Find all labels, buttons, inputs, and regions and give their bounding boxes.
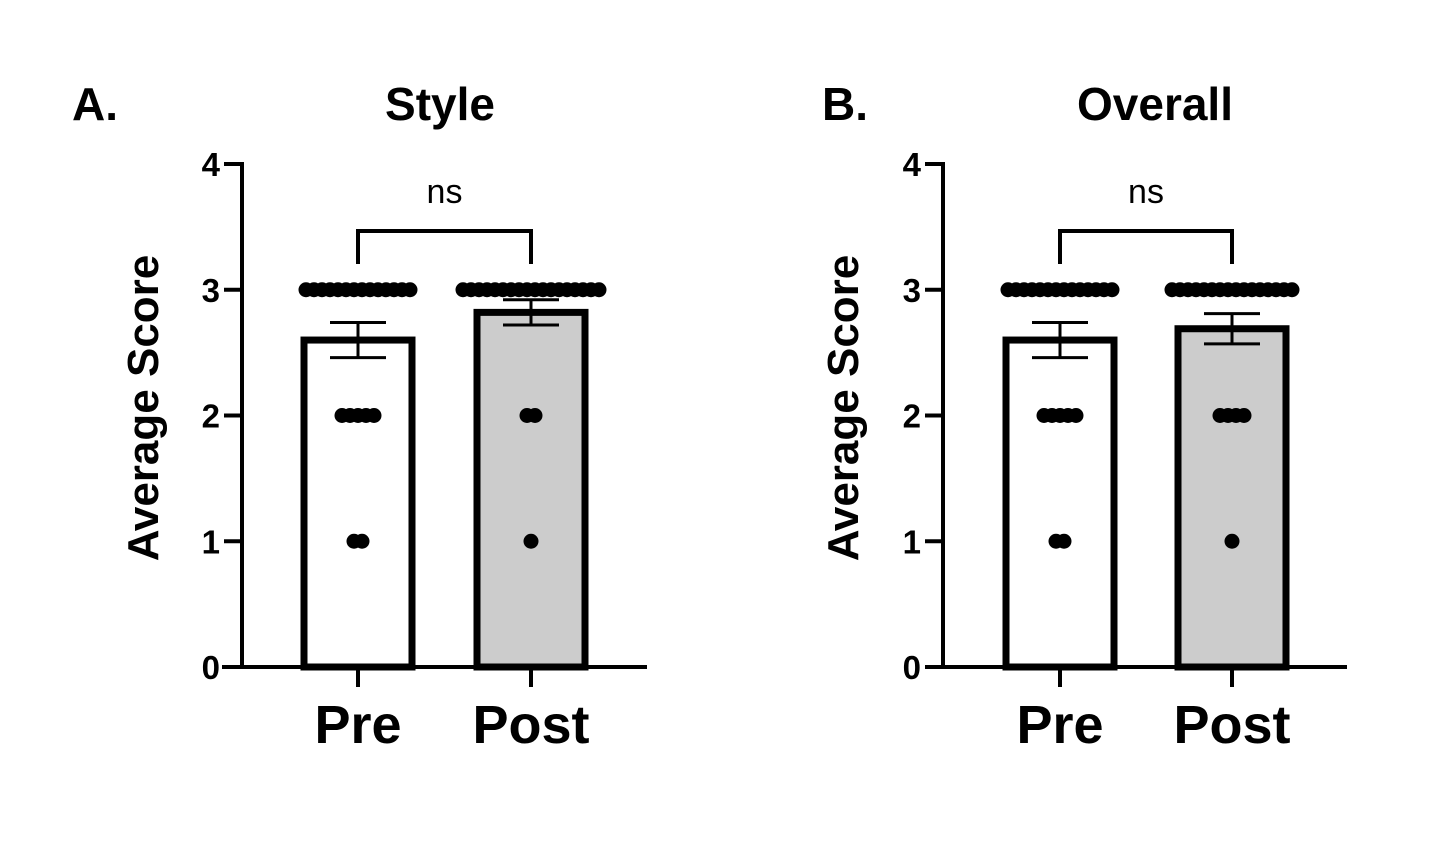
y-tick-label: 2 xyxy=(903,398,921,435)
x-tick-label-post: Post xyxy=(472,695,589,755)
data-point-pre xyxy=(354,533,370,549)
significance-bracket xyxy=(1058,229,1234,264)
y-tick-label: 0 xyxy=(202,649,220,686)
panel-letter: A. xyxy=(72,78,118,130)
bar-pre xyxy=(300,336,416,671)
panel-letter: B. xyxy=(822,78,868,130)
y-tick-label: 3 xyxy=(202,272,220,309)
data-point-post xyxy=(1284,282,1300,298)
chart-title: Style xyxy=(385,78,495,130)
x-tick-label-post: Post xyxy=(1173,695,1290,755)
data-point-post xyxy=(1224,533,1240,549)
significance-bracket xyxy=(356,229,533,264)
y-tick-label: 2 xyxy=(202,398,220,435)
x-tick-label-pre: Pre xyxy=(314,695,401,755)
data-point-pre xyxy=(1056,533,1072,549)
significance-label: ns xyxy=(1128,173,1164,211)
bar-post xyxy=(1174,325,1290,671)
y-tick-label: 4 xyxy=(202,146,221,183)
y-tick-label: 1 xyxy=(202,523,220,560)
y-tick-label: 3 xyxy=(903,272,921,309)
y-tick-label: 1 xyxy=(903,523,921,560)
data-point-post xyxy=(523,533,539,549)
data-point-pre xyxy=(1104,282,1120,298)
data-point-post xyxy=(591,282,607,298)
bar-post xyxy=(473,308,589,671)
chart-panel-a: A. Style Average Score 0 1 2 3 4 Pre Post ns xyxy=(72,78,647,755)
x-tick-label-pre: Pre xyxy=(1016,695,1103,755)
y-tick-label: 0 xyxy=(903,649,921,686)
y-axis-label: Average Score xyxy=(819,255,868,562)
y-tick-label: 4 xyxy=(903,146,922,183)
data-point-pre xyxy=(366,408,382,423)
data-point-post xyxy=(1236,408,1252,423)
chart-panel-b: B. Overall Average Score 0 1 2 3 4 Pre Post ns xyxy=(819,78,1347,755)
data-point-pre xyxy=(402,282,418,298)
chart-title: Overall xyxy=(1077,78,1233,130)
y-axis-label: Average Score xyxy=(119,255,168,562)
data-point-pre xyxy=(1068,408,1084,423)
bar-pre xyxy=(1002,336,1118,671)
data-point-post xyxy=(527,408,543,423)
significance-label: ns xyxy=(427,173,463,211)
